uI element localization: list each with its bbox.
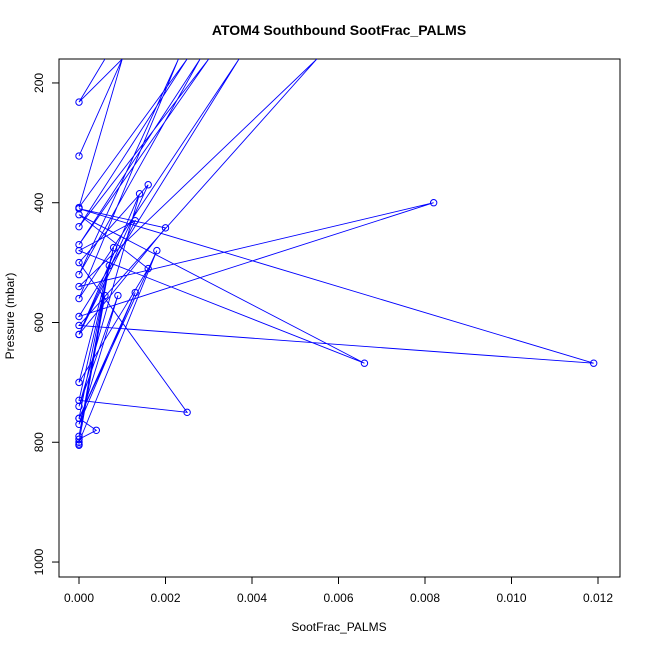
data-point [360, 359, 369, 367]
data-point [75, 246, 83, 255]
plot-area [75, 59, 598, 449]
data-point [101, 291, 109, 300]
x-tick-label: 0.008 [410, 591, 440, 605]
x-axis: 0.000 0.002 0.004 0.006 0.008 0.010 0.012 [64, 576, 613, 605]
data-point [109, 243, 118, 252]
data-point [75, 258, 83, 267]
y-tick-label: 400 [32, 192, 46, 212]
data-point [75, 222, 83, 231]
x-tick-label: 0.010 [496, 591, 526, 605]
data-point [75, 210, 83, 219]
data-point [75, 294, 83, 303]
data-point [75, 312, 83, 321]
y-tick-label: 800 [32, 432, 46, 452]
chart-title: ATOM4 Southbound SootFrac_PALMS [212, 22, 466, 38]
data-point [131, 288, 139, 297]
y-axis: 200 400 600 800 1000 [32, 73, 60, 575]
series-group [75, 59, 598, 449]
x-tick-label: 0.002 [150, 591, 180, 605]
data-point [75, 270, 83, 279]
data-point [75, 282, 83, 291]
data-point [75, 402, 83, 411]
x-tick-label: 0.000 [64, 591, 94, 605]
data-point [105, 261, 113, 270]
data-point [92, 426, 101, 434]
data-point [75, 152, 83, 160]
x-tick-label: 0.004 [237, 591, 267, 605]
data-point [183, 408, 191, 417]
data-point [144, 181, 152, 189]
data-point [75, 98, 83, 106]
data-point [114, 291, 122, 300]
y-tick-label: 200 [32, 73, 46, 93]
data-point [153, 246, 161, 255]
data-point [135, 190, 144, 198]
y-tick-label: 1000 [32, 548, 46, 575]
x-axis-label: SootFrac_PALMS [291, 620, 386, 634]
y-axis-label: Pressure (mbar) [3, 273, 17, 360]
data-point [75, 441, 83, 449]
series-line [77, 59, 594, 446]
data-point [589, 359, 598, 367]
data-point [75, 321, 83, 330]
data-point [429, 199, 438, 207]
data-point [75, 378, 83, 387]
y-tick-label: 600 [32, 312, 46, 332]
data-point [131, 216, 139, 225]
x-tick-label: 0.006 [323, 591, 353, 605]
data-point [75, 330, 83, 339]
data-point [161, 224, 170, 232]
x-tick-label: 0.012 [583, 591, 613, 605]
data-point [144, 264, 152, 273]
data-point [75, 414, 83, 423]
